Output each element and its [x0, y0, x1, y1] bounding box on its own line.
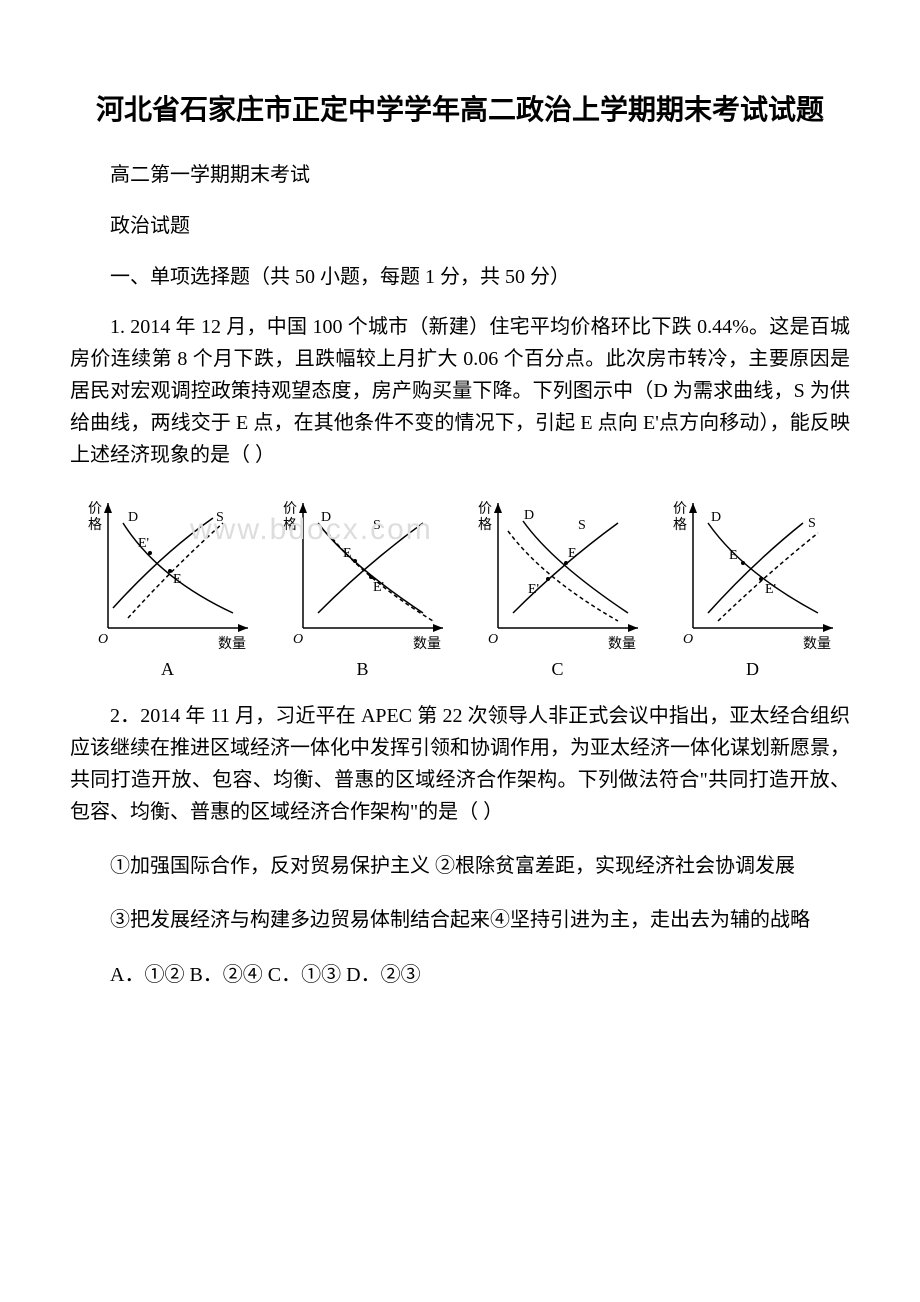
svg-text:价: 价	[283, 501, 297, 517]
svg-text:S: S	[373, 518, 381, 533]
subtitle-line-1: 高二第一学期期末考试	[70, 158, 850, 187]
svg-text:格: 格	[283, 517, 297, 533]
svg-text:D: D	[711, 510, 721, 525]
svg-text:价: 价	[478, 501, 492, 517]
svg-text:O: O	[488, 632, 498, 647]
chart-d-label: D	[746, 659, 759, 680]
chart-c-label: C	[551, 659, 563, 680]
svg-text:格: 格	[673, 517, 687, 533]
svg-text:O: O	[683, 632, 693, 647]
chart-b-svg: 价 格 数量 O D S E E'	[273, 493, 453, 653]
section-header: 一、单项选择题（共 50 小题，每题 1 分，共 50 分）	[70, 260, 850, 289]
svg-text:S: S	[808, 516, 816, 531]
svg-text:S: S	[578, 518, 586, 533]
svg-text:S: S	[216, 510, 224, 525]
svg-text:格: 格	[478, 517, 492, 533]
document-title: 河北省石家庄市正定中学学年高二政治上学期期末考试试题	[70, 90, 850, 132]
svg-text:E: E	[343, 546, 352, 561]
question-2-answers: A．①② B．②④ C．①③ D．②③	[70, 958, 850, 987]
svg-text:D: D	[128, 510, 138, 525]
question-1-text: 1. 2014 年 12 月，中国 100 个城市（新建）住宅平均价格环比下跌 …	[70, 311, 850, 471]
svg-text:价: 价	[673, 501, 687, 517]
svg-text:D: D	[524, 508, 534, 523]
chart-row: www.bdocx.com 价 格 数量 O D S E' E A	[70, 493, 850, 680]
subtitle-line-2: 政治试题	[70, 209, 850, 238]
question-2-text: 2．2014 年 11 月，习近平在 APEC 第 22 次领导人非正式会议中指…	[70, 700, 850, 828]
chart-d-svg: 价 格 数量 O D S E E'	[663, 493, 843, 653]
question-2-option-line-1: ①加强国际合作，反对贸易保护主义 ②根除贫富差距，实现经济社会协调发展	[70, 850, 850, 882]
svg-text:数量: 数量	[803, 636, 831, 652]
chart-a: 价 格 数量 O D S E' E A	[78, 493, 258, 680]
svg-text:数量: 数量	[218, 636, 246, 652]
question-2-option-line-2: ③把发展经济与构建多边贸易体制结合起来④坚持引进为主，走出去为辅的战略	[70, 904, 850, 936]
svg-text:格: 格	[88, 517, 102, 533]
chart-a-label: A	[161, 659, 174, 680]
chart-c-svg: 价 格 数量 O D S E E'	[468, 493, 648, 653]
svg-text:E: E	[173, 572, 182, 587]
svg-text:E': E'	[138, 536, 149, 551]
svg-text:数量: 数量	[413, 636, 441, 652]
chart-d: 价 格 数量 O D S E E' D	[663, 493, 843, 680]
svg-text:O: O	[98, 632, 108, 647]
svg-text:价: 价	[88, 501, 102, 517]
svg-text:E: E	[729, 548, 738, 563]
svg-text:E': E'	[528, 582, 539, 597]
svg-text:E': E'	[765, 582, 776, 597]
chart-b: 价 格 数量 O D S E E' B	[273, 493, 453, 680]
svg-text:E': E'	[373, 580, 384, 595]
chart-c: 价 格 数量 O D S E E' C	[468, 493, 648, 680]
svg-text:E: E	[568, 546, 577, 561]
chart-b-label: B	[356, 659, 368, 680]
chart-a-svg: 价 格 数量 O D S E' E	[78, 493, 258, 653]
svg-text:数量: 数量	[608, 636, 636, 652]
svg-text:D: D	[321, 510, 331, 525]
svg-text:O: O	[293, 632, 303, 647]
